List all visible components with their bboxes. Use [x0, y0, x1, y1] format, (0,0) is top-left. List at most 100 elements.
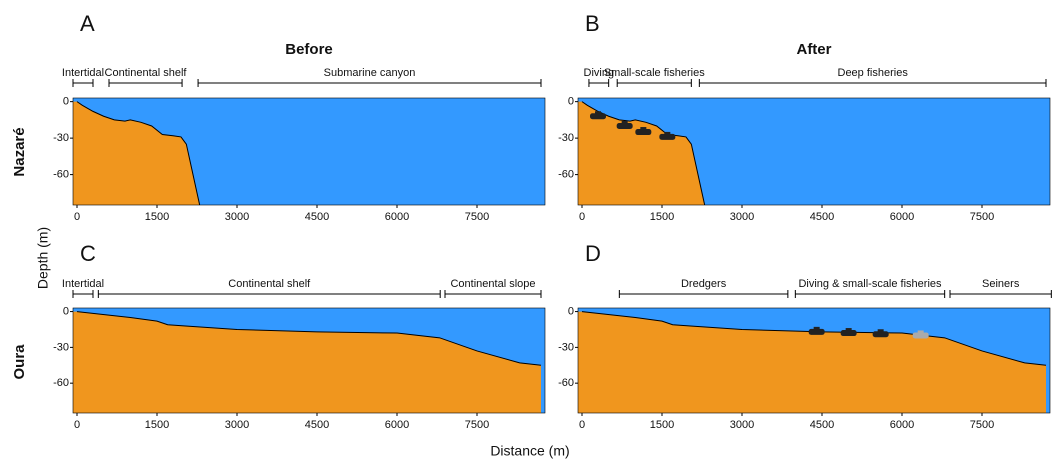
- x-tick-label: 7500: [465, 419, 489, 431]
- x-tick-label: 1500: [145, 419, 169, 431]
- plot: [73, 101, 201, 205]
- x-tick-label: 1500: [145, 211, 169, 223]
- zone-label: Dredgers: [681, 278, 727, 290]
- seabed-line: [581, 311, 1047, 366]
- zone-bracket: [949, 290, 1052, 298]
- zone-bracket: [97, 290, 441, 298]
- plot: [578, 311, 1047, 413]
- column-title: After: [796, 41, 831, 58]
- zone-label: Continental shelf: [105, 67, 188, 79]
- y-tick-label: -30: [53, 132, 69, 144]
- boat: [840, 328, 857, 337]
- boat: [590, 111, 606, 120]
- y-tick-label: -30: [558, 132, 574, 144]
- land: [73, 101, 200, 205]
- zone-bracket: [588, 79, 610, 87]
- x-tick-label: 3000: [730, 211, 754, 223]
- boat: [872, 329, 889, 338]
- zone-bracket: [197, 79, 542, 87]
- x-tick-label: 7500: [970, 419, 994, 431]
- boat: [635, 127, 652, 136]
- zone-label: Deep fisheries: [838, 67, 909, 79]
- x-tick-label: 6000: [890, 211, 914, 223]
- x-tick-label: 4500: [305, 419, 329, 431]
- zone-label: Continental slope: [450, 278, 535, 290]
- zone-bracket: [72, 79, 94, 87]
- row-title: Nazaré: [11, 127, 28, 176]
- boat-hull: [590, 113, 606, 120]
- zone-bracket: [794, 290, 946, 298]
- land: [578, 311, 1046, 413]
- y-tick-label: -30: [53, 341, 69, 353]
- x-tick-label: 3000: [225, 211, 249, 223]
- plot: [578, 101, 706, 205]
- zone-bracket: [444, 290, 542, 298]
- frame: [577, 97, 1051, 206]
- x-axis-label: Distance (m): [490, 443, 569, 459]
- x-tick-label: 1500: [650, 419, 674, 431]
- x-tick-label: 6000: [385, 419, 409, 431]
- boat-cabin: [595, 111, 601, 115]
- zone-bracket: [618, 290, 789, 298]
- zone-label: Intertidal: [62, 278, 104, 290]
- boat-hull: [872, 331, 889, 338]
- x-tick-label: 3000: [225, 419, 249, 431]
- boat-hull: [659, 133, 676, 140]
- plot: [73, 311, 542, 413]
- boat-cabin: [664, 131, 671, 135]
- boat: [808, 326, 825, 335]
- x-tick-label: 3000: [730, 419, 754, 431]
- y-tick-label: 0: [63, 96, 69, 108]
- zone-label: Intertidal: [62, 67, 104, 79]
- boat-cabin: [917, 330, 924, 334]
- frame: [72, 307, 546, 414]
- column-title: Before: [285, 41, 333, 58]
- zone-bracket: [698, 79, 1047, 87]
- zone-label: Submarine canyon: [324, 67, 416, 79]
- boat: [912, 330, 929, 339]
- boat-hull: [840, 330, 857, 337]
- x-tick-label: 4500: [810, 211, 834, 223]
- y-tick-label: 0: [63, 305, 69, 317]
- x-tick-label: 0: [74, 211, 80, 223]
- boat-cabin: [621, 120, 628, 124]
- x-tick-label: 4500: [810, 419, 834, 431]
- zone-label: Diving: [584, 67, 615, 79]
- y-tick-label: 0: [568, 305, 574, 317]
- y-tick-label: -60: [558, 377, 574, 389]
- boat-cabin: [640, 127, 647, 131]
- boat-hull: [616, 122, 633, 129]
- panel-letter: C: [80, 241, 96, 266]
- seabed-line: [76, 101, 201, 205]
- x-tick-label: 7500: [465, 211, 489, 223]
- boat: [659, 131, 676, 140]
- y-tick-label: -60: [558, 169, 574, 181]
- x-tick-label: 0: [579, 211, 585, 223]
- x-tick-label: 7500: [970, 211, 994, 223]
- zone-bracket: [616, 79, 692, 87]
- boat-cabin: [813, 326, 820, 330]
- zone-label: Small-scale fisheries: [604, 67, 705, 79]
- x-tick-label: 0: [579, 419, 585, 431]
- zone-label: Seiners: [982, 278, 1020, 290]
- boat-hull: [635, 129, 652, 136]
- boat-cabin: [845, 328, 852, 332]
- boat-cabin: [877, 329, 884, 333]
- frame: [72, 97, 546, 206]
- panel-letter: B: [585, 11, 600, 36]
- zone-bracket: [72, 290, 94, 298]
- zone-label: Continental shelf: [228, 278, 311, 290]
- y-tick-label: -30: [558, 341, 574, 353]
- zone-bracket: [108, 79, 183, 87]
- row-title: Oura: [11, 344, 28, 380]
- boat-hull: [808, 328, 825, 335]
- y-axis-label: Depth (m): [35, 227, 51, 289]
- x-tick-label: 6000: [385, 211, 409, 223]
- y-tick-label: -60: [53, 169, 69, 181]
- land: [578, 101, 705, 205]
- x-tick-label: 0: [74, 419, 80, 431]
- y-tick-label: 0: [568, 96, 574, 108]
- y-tick-label: -60: [53, 377, 69, 389]
- x-tick-label: 1500: [650, 211, 674, 223]
